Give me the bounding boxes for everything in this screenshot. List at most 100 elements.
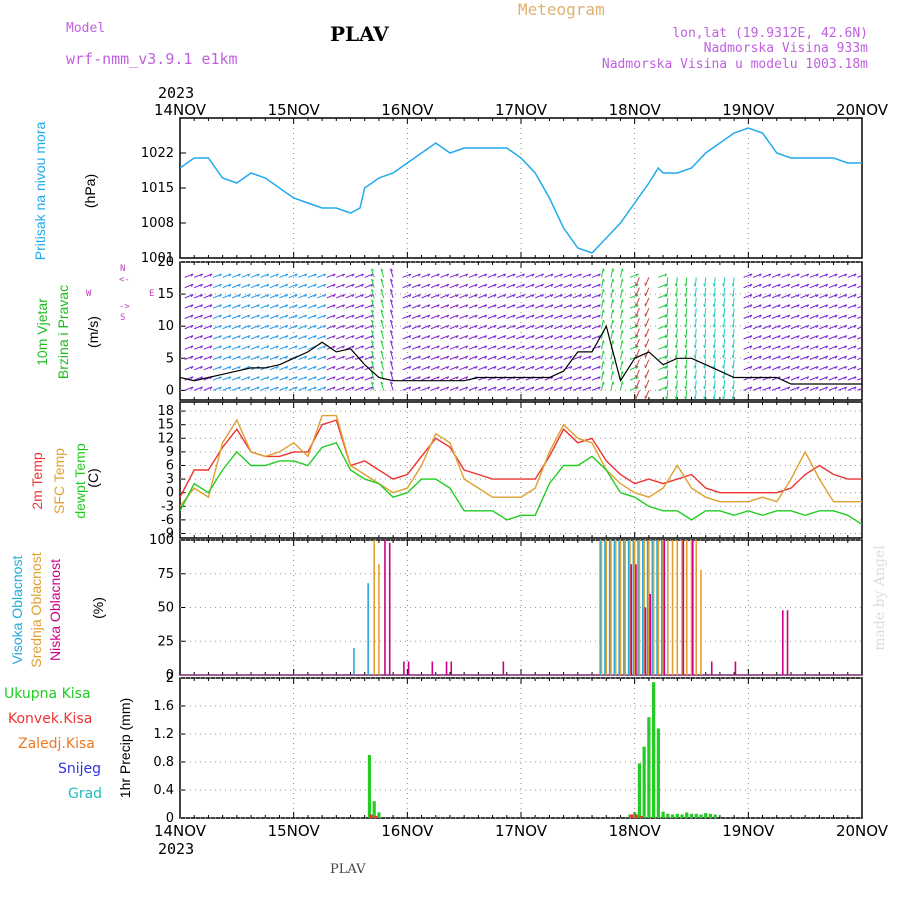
wind-arrow xyxy=(212,283,222,289)
wind-arrow xyxy=(610,340,614,350)
wind-arrow xyxy=(847,294,857,299)
wind-arrow-head xyxy=(778,345,781,349)
wind-arrow xyxy=(497,324,506,330)
wind-arrow-head xyxy=(427,304,431,308)
wind-arrow xyxy=(326,294,336,299)
wind-arrow-head xyxy=(588,376,592,380)
wind-arrow-head xyxy=(219,366,222,370)
wind-dir-e: E xyxy=(149,289,155,299)
wind-arrow-head xyxy=(361,376,364,380)
wind-arrow-head xyxy=(390,360,393,364)
wind-arrow-head xyxy=(778,335,781,339)
wind-arrow xyxy=(629,314,639,319)
wind-arrow xyxy=(704,328,707,338)
wind-arrow xyxy=(838,376,847,381)
wind-arrow xyxy=(771,294,781,299)
wind-arrow xyxy=(421,314,431,319)
wind-arrow-head xyxy=(276,366,279,370)
wind-arrow-head xyxy=(815,366,819,370)
wind-arrow xyxy=(345,324,355,330)
wind-arrow-head xyxy=(427,355,431,359)
wind-arrow-head xyxy=(285,294,289,298)
wind-arrow xyxy=(828,273,838,278)
wind-arrow-head xyxy=(588,386,592,390)
wind-arrow xyxy=(326,335,336,340)
wind-arrow-head xyxy=(190,294,194,298)
wind-arrow xyxy=(535,335,544,340)
wind-arrow xyxy=(629,345,639,350)
wind-arrow xyxy=(345,294,355,299)
wind-arrow xyxy=(468,273,478,278)
wind-arrow xyxy=(857,274,862,278)
wind-arrow-head xyxy=(342,294,345,298)
wind-arrow xyxy=(326,273,336,278)
wind-arrow xyxy=(279,314,288,319)
wind-arrow xyxy=(828,283,838,289)
y-tick-label: 20 xyxy=(157,255,174,270)
wind-arrow xyxy=(572,365,582,371)
wind-arrow xyxy=(644,328,650,338)
wind-arrow-head xyxy=(749,304,753,308)
wind-arrow-head xyxy=(342,314,345,318)
wind-arrow-head xyxy=(602,360,605,365)
wind-arrow-head xyxy=(294,324,298,328)
wind-arrow-head xyxy=(550,314,554,318)
wind-arrow xyxy=(336,335,345,340)
y-tick-label: 0.4 xyxy=(153,783,174,798)
wind-arrow-head xyxy=(560,294,563,298)
wind-arrow-head xyxy=(503,345,507,349)
wind-arrow-head xyxy=(768,314,772,318)
precip-bar xyxy=(652,682,656,818)
temp-line-0 xyxy=(180,419,862,498)
wind-arrow-head xyxy=(531,386,535,390)
wind-arrow-head xyxy=(219,376,222,380)
wind-arrow-head xyxy=(621,350,624,354)
wind-arrow xyxy=(685,328,688,338)
wind-arrow xyxy=(658,386,667,391)
wind-arrow xyxy=(553,304,563,309)
wind-arrow-head xyxy=(371,350,375,354)
wind-arrow-head xyxy=(332,324,336,328)
wind-arrow-head xyxy=(465,314,469,318)
wind-arrow-head xyxy=(484,386,488,390)
wind-arrow-head xyxy=(541,355,544,359)
wind-arrow-head xyxy=(228,345,232,349)
wind-arrow-head xyxy=(456,366,459,370)
wind-arrow xyxy=(497,335,506,340)
wind-arrow-head xyxy=(731,324,734,328)
wind-arrow-head xyxy=(351,366,355,370)
wind-arrow xyxy=(828,376,838,381)
wind-arrow-head xyxy=(665,345,668,349)
precip-bar xyxy=(666,813,670,818)
wind-arrow xyxy=(516,273,525,278)
wind-arrow xyxy=(279,376,288,381)
wind-arrow xyxy=(241,314,251,319)
wind-arrow-head xyxy=(351,314,355,318)
wind-arrow-head xyxy=(612,381,615,385)
wind-arrow-head xyxy=(864,377,866,379)
wind-arrow-head xyxy=(257,386,260,390)
wind-arrow xyxy=(635,297,640,307)
wind-arrow xyxy=(809,273,819,278)
wind-arrow xyxy=(563,294,573,299)
wind-arrow xyxy=(449,283,459,289)
wind-arrow-head xyxy=(806,324,810,328)
wind-arrow xyxy=(819,273,828,278)
wind-arrow-head xyxy=(285,355,289,359)
wind-arrow xyxy=(516,365,525,371)
wind-arrow-head xyxy=(219,324,222,328)
wind-arrow xyxy=(732,287,735,297)
wind-arrow xyxy=(231,386,241,391)
wind-arrow xyxy=(411,294,421,299)
wind-arrow xyxy=(635,328,640,338)
wind-arrow xyxy=(544,294,554,299)
cloud-label-high: Visoka Oblacnost xyxy=(9,555,25,665)
wind-arrow xyxy=(675,390,678,400)
wind-arrow-head xyxy=(418,386,421,390)
wind-arrow xyxy=(666,297,669,307)
wind-dir-arrow-n: <- xyxy=(119,275,130,285)
precip-bar xyxy=(367,755,372,818)
wind-arrow-head xyxy=(304,345,308,349)
precip-bar xyxy=(670,814,675,818)
wind-arrow xyxy=(809,314,819,319)
